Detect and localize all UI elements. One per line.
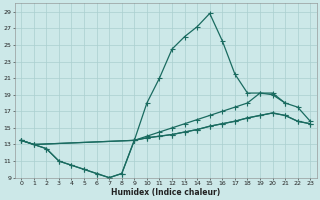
- X-axis label: Humidex (Indice chaleur): Humidex (Indice chaleur): [111, 188, 220, 197]
